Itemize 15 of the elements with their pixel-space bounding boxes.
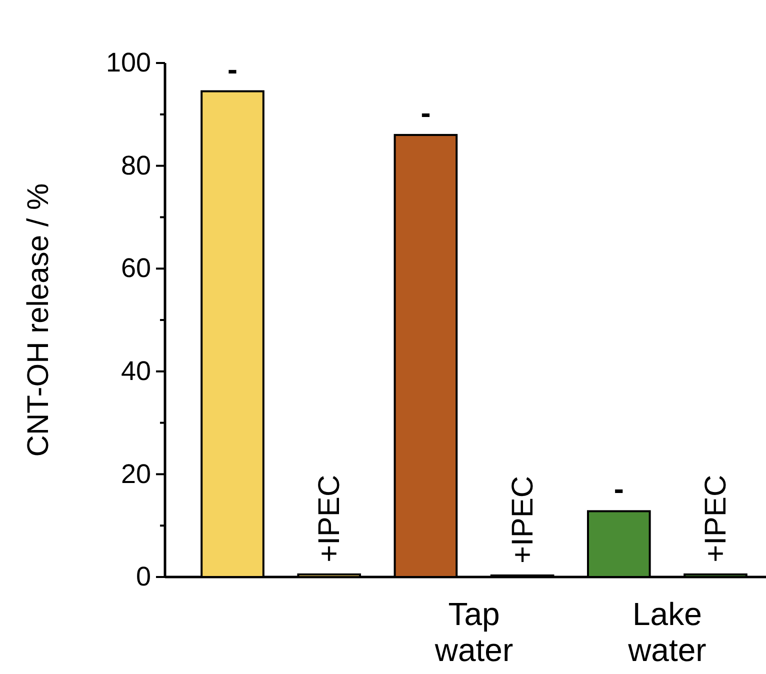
y-tick-label: 20 <box>120 458 151 489</box>
y-tick-label: 60 <box>120 253 151 284</box>
y-axis-title: CNT-OH release / % <box>22 183 55 457</box>
x-tick-label: - <box>614 473 624 506</box>
text: Lake water <box>627 596 707 668</box>
x-tick-label: +IPEC <box>699 474 732 562</box>
x-tick-label: +IPEC <box>313 474 346 562</box>
y-tick-label: 80 <box>120 150 151 180</box>
y-tick-label: 0 <box>136 562 151 592</box>
y-tick-label: 100 <box>106 48 151 78</box>
x-tick-label: - <box>228 53 238 86</box>
text: Tap water <box>434 596 514 668</box>
x-tick-label: - <box>420 96 431 130</box>
y-tick-label: 40 <box>120 356 151 386</box>
x-tick-label: +IPEC <box>506 476 540 564</box>
